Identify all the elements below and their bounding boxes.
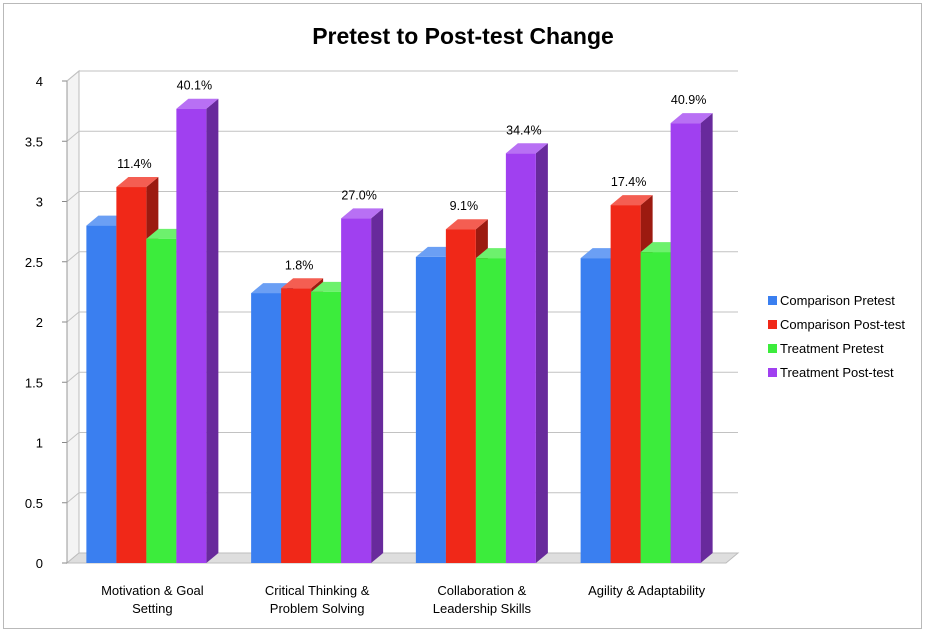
- bar-top: [610, 195, 653, 206]
- x-category-label: Agility & Adaptability: [588, 583, 706, 598]
- y-tick-label: 4: [36, 74, 43, 89]
- data-label: 40.9%: [671, 93, 706, 107]
- bar-side: [371, 208, 384, 563]
- bar: [86, 225, 117, 563]
- legend-swatch: [768, 320, 777, 329]
- legend-swatch: [768, 296, 777, 305]
- bar: [580, 258, 611, 563]
- bar-top: [281, 278, 324, 289]
- bar: [116, 187, 147, 564]
- y-tick-label: 0: [36, 556, 43, 571]
- data-label: 17.4%: [611, 175, 646, 189]
- chart-svg: Pretest to Post-test Change 0 0.5 1 1.5 2 2.5 3…: [25, 23, 905, 616]
- x-category-label: Setting: [132, 601, 172, 616]
- data-label: 11.4%: [117, 157, 152, 171]
- bar: [670, 123, 701, 564]
- data-label: 1.8%: [285, 258, 314, 272]
- y-tick-label: 1: [36, 436, 43, 451]
- bar-side: [535, 143, 548, 564]
- y-tick-label: 2.5: [25, 255, 43, 270]
- bar-top: [341, 208, 384, 219]
- x-category-label: Motivation & Goal: [101, 583, 204, 598]
- legend-entry: Comparison Pretest: [780, 293, 895, 308]
- bar: [146, 238, 177, 564]
- chart-title: Pretest to Post-test Change: [312, 23, 614, 49]
- legend-entry: Comparison Post-test: [780, 317, 905, 332]
- legend-swatch: [768, 368, 777, 377]
- bar-top: [116, 177, 159, 188]
- x-category-label: Critical Thinking &: [265, 583, 370, 598]
- bar: [176, 108, 207, 563]
- bar-side: [700, 113, 713, 564]
- data-label: 27.0%: [341, 188, 376, 202]
- y-tick-label: 2: [36, 315, 43, 330]
- bar: [610, 205, 641, 564]
- legend-entry: Treatment Post-test: [780, 365, 894, 380]
- legend-entry: Treatment Pretest: [780, 341, 884, 356]
- bar: [640, 252, 671, 564]
- bar-top: [505, 143, 548, 154]
- bar: [251, 293, 282, 563]
- chart-frame: Pretest to Post-test Change 0 0.5 1 1.5 2 2.5 3…: [3, 3, 922, 629]
- y-tick-label: 3: [36, 195, 43, 210]
- x-category-label: Problem Solving: [270, 601, 365, 616]
- y-tick-label: 1.5: [25, 375, 43, 390]
- bar-top: [670, 113, 713, 124]
- legend-swatch: [768, 344, 777, 353]
- bar-top: [176, 98, 219, 109]
- data-label: 9.1%: [450, 199, 479, 213]
- bar-side: [206, 98, 219, 563]
- data-label: 40.1%: [177, 79, 212, 93]
- gridline: [66, 70, 738, 82]
- bar: [475, 258, 506, 563]
- bar: [445, 229, 476, 563]
- gridline: [66, 130, 738, 142]
- data-label: 34.4%: [506, 123, 541, 137]
- x-category-label: Leadership Skills: [433, 601, 532, 616]
- bar: [281, 288, 312, 563]
- bar-top: [445, 219, 488, 230]
- bar: [415, 256, 446, 563]
- y-tick-label: 3.5: [25, 134, 43, 149]
- x-category-label: Collaboration &: [437, 583, 526, 598]
- bar: [341, 218, 372, 563]
- bar: [311, 291, 342, 563]
- y-tick-label: 0.5: [25, 496, 43, 511]
- bar: [505, 153, 536, 564]
